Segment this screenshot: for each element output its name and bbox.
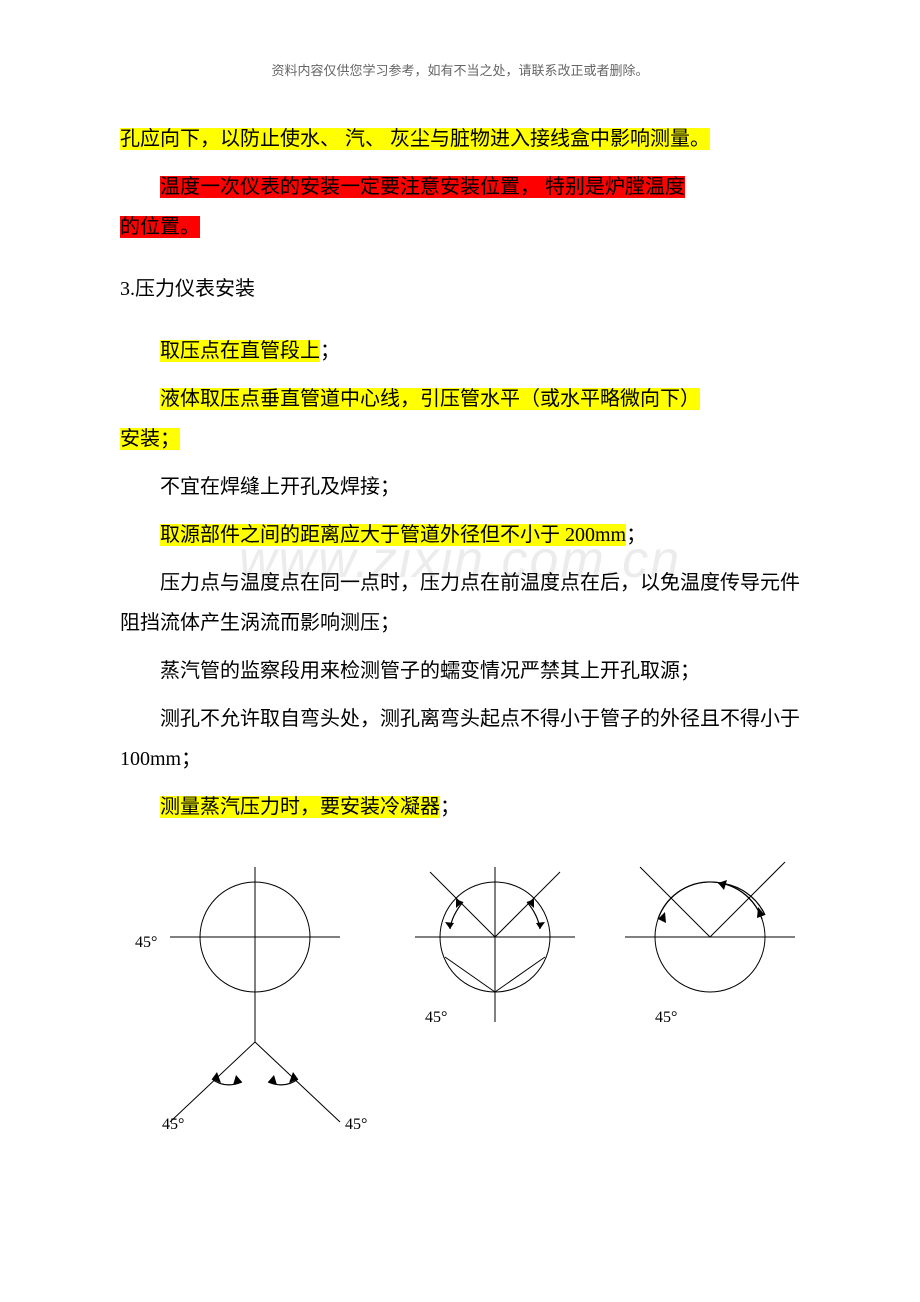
diagram-2-svg: 45° [390, 857, 600, 1057]
s3-p2b-hl: 安装； [120, 428, 180, 450]
section3-title: 3.压力仪表安装 [120, 269, 800, 309]
s3-p4-tail: ； [626, 524, 646, 546]
svg-text:45°: 45° [135, 934, 157, 951]
s3-p3: 不宜在焊缝上开孔及焊接； [120, 467, 800, 507]
s3-p1: 取压点在直管段上； [120, 331, 800, 371]
s3-p2a: 液体取压点垂直管道中心线，引压管水平（或水平略微向下） [120, 379, 800, 419]
s3-p4-hl: 取源部件之间的距离应大于管道外径但不小于 200mm [160, 524, 626, 546]
s3-p7: 测孔不允许取自弯头处，测孔离弯头起点不得小于管子的外径且不得小于 100mm； [120, 699, 800, 779]
s3-p4: 取源部件之间的距离应大于管道外径但不小于 200mm； [120, 515, 800, 555]
header-note: 资料内容仅供您学习参考，如有不当之处，请联系改正或者删除。 [120, 60, 800, 79]
block1-line1: 孔应向下，以防止使水、 汽、 灰尘与脏物进入接线盒中影响测量。 [120, 119, 800, 159]
diagrams-row: 45° 45° 45° [120, 857, 800, 1137]
diagram-1: 45° 45° 45° [120, 857, 390, 1137]
diagram-3: 45° [600, 857, 820, 1057]
block1-line2a: 温度一次仪表的安装一定要注意安装位置， 特别是炉膛温度 [120, 167, 800, 207]
block1-line1-text: 孔应向下，以防止使水、 汽、 灰尘与脏物进入接线盒中影响测量。 [120, 128, 710, 150]
svg-text:45°: 45° [655, 1009, 677, 1026]
document-content: 孔应向下，以防止使水、 汽、 灰尘与脏物进入接线盒中影响测量。 温度一次仪表的安… [120, 119, 800, 1137]
diagram-1-svg: 45° 45° 45° [120, 857, 390, 1137]
diagram-2: 45° [390, 857, 600, 1057]
s3-p5: 压力点与温度点在同一点时，压力点在前温度点在后，以免温度传导元件阻挡流体产生涡流… [120, 563, 800, 643]
svg-text:45°: 45° [345, 1116, 367, 1133]
s3-p1-hl: 取压点在直管段上 [160, 340, 320, 362]
s3-p2a-hl: 液体取压点垂直管道中心线，引压管水平（或水平略微向下） [160, 388, 700, 410]
block1-line2a-text: 温度一次仪表的安装一定要注意安装位置， 特别是炉膛温度 [160, 176, 685, 198]
s3-p8-hl: 测量蒸汽压力时，要安装冷凝器 [160, 796, 440, 818]
s3-p2b: 安装； [120, 419, 800, 459]
diagram-3-svg: 45° [600, 857, 820, 1057]
block1-line2b-text: 的位置。 [120, 216, 200, 238]
s3-p1-tail: ； [320, 340, 340, 362]
svg-text:45°: 45° [425, 1009, 447, 1026]
s3-p6: 蒸汽管的监察段用来检测管子的蠕变情况严禁其上开孔取源； [120, 651, 800, 691]
s3-p8: 测量蒸汽压力时，要安装冷凝器； [120, 787, 800, 827]
block1-line2b: 的位置。 [120, 207, 800, 247]
svg-text:45°: 45° [162, 1116, 184, 1133]
s3-p8-tail: ； [440, 796, 460, 818]
